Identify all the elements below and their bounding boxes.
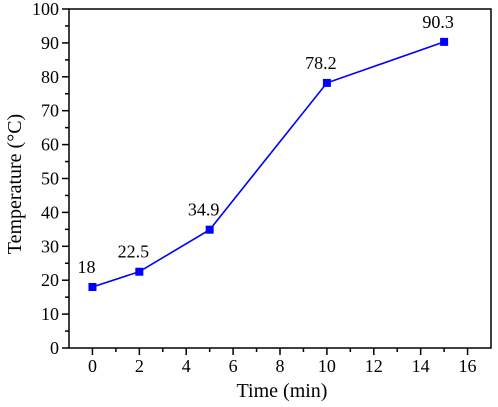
data-labels: 18 22.5 34.9 78.2 90.3: [77, 12, 453, 277]
plot-frame: [68, 8, 492, 349]
x-tick-label: 0: [88, 356, 97, 376]
x-tick-label: 2: [135, 356, 144, 376]
y-tick-label: 60: [41, 135, 59, 155]
data-label: 22.5: [118, 242, 150, 262]
x-tick-label: 8: [276, 356, 285, 376]
y-tick-label: 70: [41, 101, 59, 121]
x-tick-label: 4: [182, 356, 191, 376]
ticks: 0 2 4 6 8 10 12 14 16 0 10 20 30 40 50 60 70 80 90 100: [32, 0, 477, 376]
y-axis-title: Temperature (°C): [4, 114, 26, 254]
data-point-marker: [322, 78, 331, 87]
series: [88, 37, 449, 291]
y-tick-label: 30: [41, 236, 59, 256]
y-tick-label: 20: [41, 270, 59, 290]
x-axis-title: Time (min): [237, 380, 328, 402]
data-point-marker: [135, 267, 144, 276]
data-label: 18: [77, 257, 95, 277]
x-tick-label: 16: [459, 356, 477, 376]
data-label: 34.9: [188, 200, 220, 220]
data-point-marker: [205, 225, 214, 234]
y-tick-label: 40: [41, 202, 59, 222]
y-tick-label: 100: [32, 0, 59, 19]
data-point-marker: [88, 282, 97, 291]
x-tick-label: 14: [412, 356, 430, 376]
y-tick-label: 80: [41, 67, 59, 87]
y-tick-label: 0: [50, 338, 59, 358]
axes: [68, 8, 492, 349]
x-tick-label: 6: [229, 356, 238, 376]
data-label: 78.2: [305, 53, 337, 73]
y-tick-label: 10: [41, 304, 59, 324]
y-tick-label: 50: [41, 169, 59, 189]
x-tick-label: 12: [365, 356, 383, 376]
y-tick-label: 90: [41, 33, 59, 53]
data-label: 90.3: [422, 12, 454, 32]
x-tick-label: 10: [318, 356, 336, 376]
data-point-marker: [440, 37, 449, 46]
